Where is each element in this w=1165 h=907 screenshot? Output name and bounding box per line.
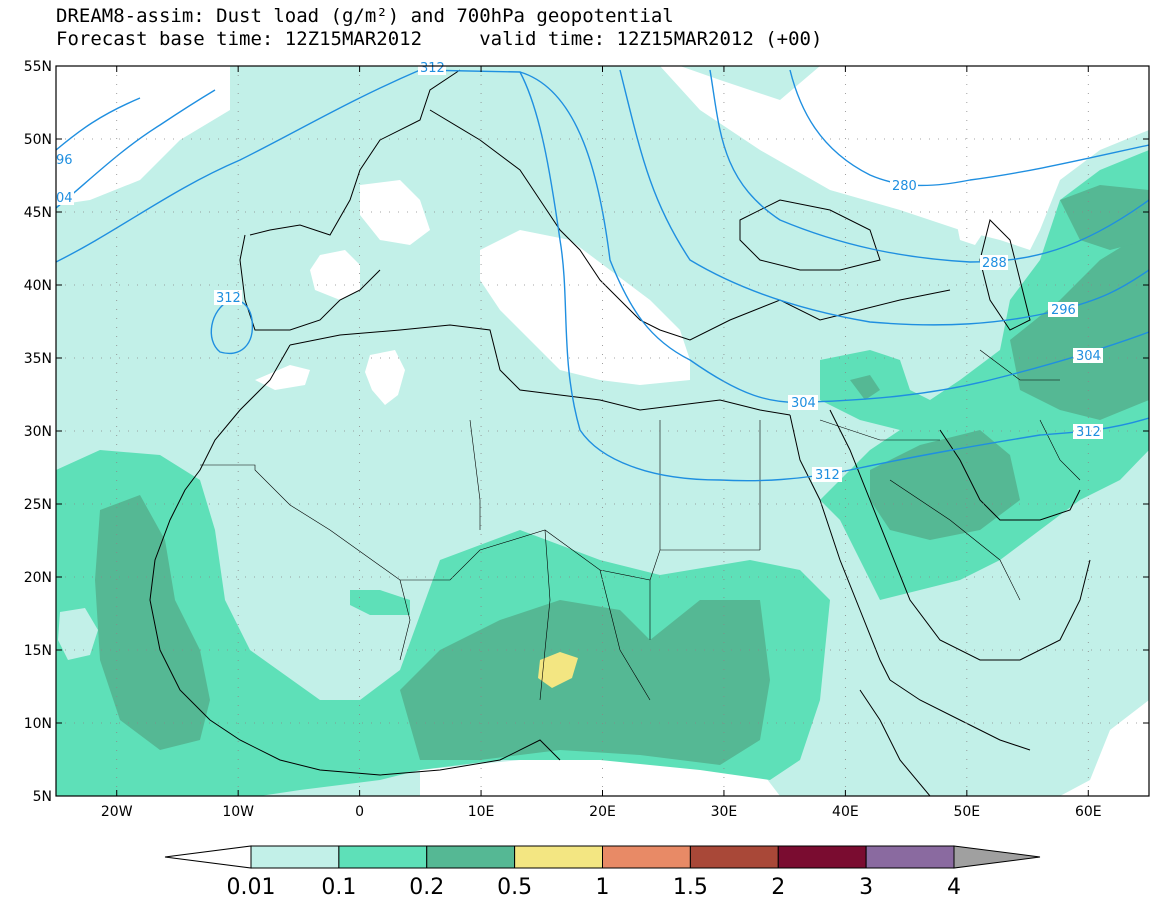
border-sahara-lines [200,419,761,701]
lat-tick-label: 55N [24,59,52,75]
contour-label: 312 [1076,425,1101,440]
colorbar-swatch [777,845,867,869]
colorbar-label: 2 [771,875,785,900]
colorbar-swatch [514,845,603,869]
contour-312-west [56,69,1149,482]
colorbar-label: 0.01 [227,875,276,900]
border-middle-east [819,349,1081,601]
contour-280 [789,69,1149,187]
axis-labels: 5N 10N 15N 20N 25N 30N 35N 40N 45N 50N 55N 20W 10W 0 1… [24,59,1102,820]
lon-tick-label: 30E [711,804,738,820]
colorbar-label: 1 [596,875,610,900]
map-subtitle: Forecast base time: 12Z15MAR2012 valid t… [56,28,823,50]
map-title: DREAM8-assim: Dust load (g/m²) and 700hP… [56,5,674,27]
clear-region-cape-verde [58,608,98,660]
coast-europe [249,69,951,341]
colorbar-label: 0.2 [409,875,444,900]
colorbar: 0.01 0.1 0.2 0.5 1 1.5 2 3 4 [164,845,1041,900]
coast-west-africa [149,344,561,776]
dust-region-0.2-atlantic [95,495,210,750]
lon-tick-label: 0 [355,804,364,820]
contour-label: 312 [216,291,241,306]
dust-region-0.2-chad [400,600,770,765]
lat-tick-label: 30N [24,424,52,440]
contour-label: 312 [815,468,840,483]
lat-tick-label: 20N [24,570,52,586]
clear-region-europe [480,66,1149,250]
clear-region-med [480,230,690,385]
coast-persian-gulf [939,429,1081,521]
dust-region-0.1-sahel-east [350,590,410,615]
dust-fill-layer [56,66,1149,796]
clear-region-spain [310,250,360,300]
dust-region-0.5-chad [538,652,578,688]
colorbar-label: 0.1 [321,875,356,900]
lon-tick-label: 10W [222,804,254,820]
contour-label: 296 [1051,303,1076,318]
dust-region-0.2-iraq [850,375,880,400]
coast-black-sea [739,199,881,271]
lon-tick-label: 60E [1075,804,1102,820]
colorbar-swatch [602,845,691,869]
dust-region-0.2-iran [1010,230,1149,420]
coast-red-sea [789,409,1091,681]
colorbar-label: 0.5 [497,875,532,900]
contour-296-west [56,97,141,151]
contour-label: 304 [1076,349,1101,364]
contour-label: 280 [892,179,917,194]
contour-label: 288 [982,256,1007,271]
contour-label: 312 [420,61,445,76]
colorbar-swatch [426,845,516,869]
colorbar-swatch-high [953,845,1041,869]
map-frame [55,65,1150,797]
dust-region-0.2-arabia [870,430,1020,540]
coastlines [149,69,1091,796]
contour-label: 304 [791,396,816,411]
colorbar-swatch [338,845,428,869]
contour-288 [709,69,1149,263]
coast-horn-africa [859,679,1031,796]
lon-tick-label: 20W [101,804,133,820]
colorbar-label: 1.5 [673,875,708,900]
lat-tick-label: 50N [24,132,52,148]
clear-region-morocco [255,365,310,390]
lon-tick-label: 10E [468,804,495,820]
dust-region-0.2-caucasus [1060,185,1149,250]
coast-north-africa [289,324,791,416]
lon-tick-label: 50E [953,804,980,820]
lat-tick-label: 45N [24,205,52,221]
lon-tick-label: 20E [589,804,616,820]
clear-region-caspian [955,210,985,245]
colorbar-swatch [250,845,340,869]
lat-tick-label: 10N [24,716,52,732]
colorbar-label: 4 [947,875,961,900]
lat-tick-label: 35N [24,351,52,367]
contour-304-west [56,89,216,209]
lat-tick-label: 5N [33,789,52,805]
lat-tick-label: 40N [24,278,52,294]
coast-iberia [239,234,381,331]
contour-304 [519,71,1149,404]
contour-312-loop [210,298,254,355]
lat-tick-label: 25N [24,497,52,513]
geopotential-labels: 312 96 04 312 280 288 296 304 304 312 31… [56,60,1103,483]
country-borders [200,349,1081,701]
clear-region-france [360,180,430,245]
clear-region-algeria [365,350,405,405]
colorbar-swatch [865,845,955,869]
colorbar-swatch-low [164,845,252,869]
contour-label: 04 [56,191,73,206]
contour-label: 96 [56,153,73,168]
lon-tick-label: 40E [832,804,859,820]
colorbar-label: 3 [859,875,873,900]
lat-tick-label: 15N [24,643,52,659]
colorbar-swatch [689,845,779,869]
